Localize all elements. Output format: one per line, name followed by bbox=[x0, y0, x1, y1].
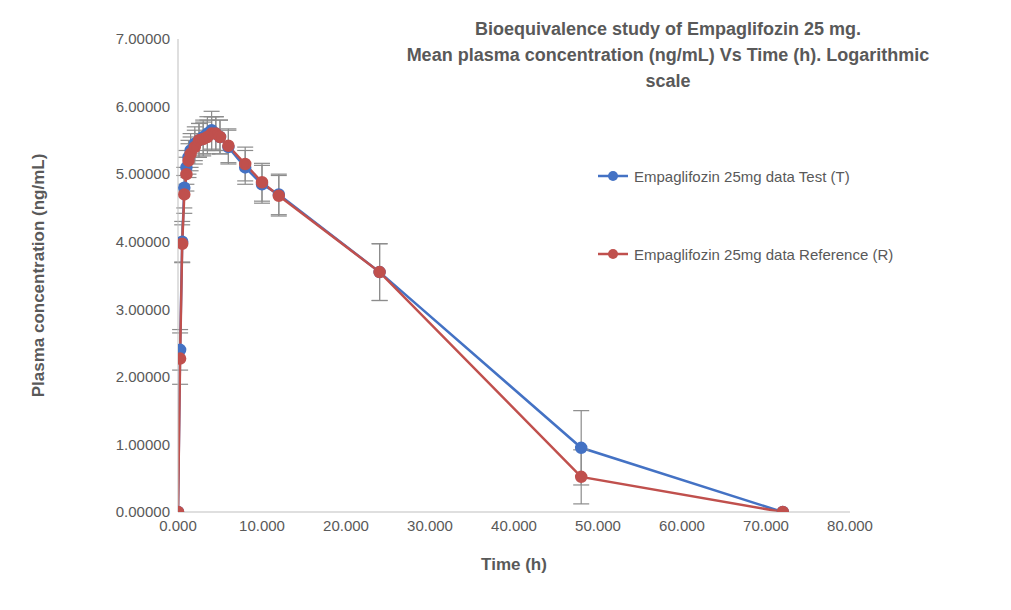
svg-text:0.00000: 0.00000 bbox=[116, 503, 170, 520]
svg-text:4.00000: 4.00000 bbox=[116, 233, 170, 250]
html-text:Empaglifozin 25mg data Referen: Empaglifozin 25mg data Reference (R) bbox=[634, 245, 894, 263]
html-text:Mean plasma concentration (ng/: Mean plasma concentration (ng/mL) Vs Tim… bbox=[406, 45, 930, 91]
html-text:Empaglifozin 25mg data Test (T: Empaglifozin 25mg data Test (T) bbox=[634, 167, 850, 185]
svg-text:7.00000: 7.00000 bbox=[116, 30, 170, 47]
svg-text:Plasma concentration (ng/mL): Plasma concentration (ng/mL) bbox=[29, 154, 48, 398]
svg-text:10.000: 10.000 bbox=[239, 517, 285, 534]
svg-text:40.000: 40.000 bbox=[491, 517, 537, 534]
svg-text:Time (h): Time (h) bbox=[481, 555, 547, 574]
svg-text:2.00000: 2.00000 bbox=[116, 368, 170, 385]
svg-text:30.000: 30.000 bbox=[407, 517, 453, 534]
svg-text:5.00000: 5.00000 bbox=[116, 165, 170, 182]
svg-text:50.000: 50.000 bbox=[575, 517, 621, 534]
svg-text:20.000: 20.000 bbox=[323, 517, 369, 534]
svg-text:1.00000: 1.00000 bbox=[116, 436, 170, 453]
svg-text:0.000: 0.000 bbox=[159, 516, 197, 534]
svg-text:6.00000: 6.00000 bbox=[116, 98, 170, 115]
svg-text:3.00000: 3.00000 bbox=[116, 301, 170, 318]
svg-text:60.000: 60.000 bbox=[659, 517, 705, 534]
html-text:Bioequivalence study of Empagl: Bioequivalence study of Empaglifozin 25 … bbox=[475, 19, 861, 39]
svg-text:70.000: 70.000 bbox=[743, 517, 789, 534]
svg-text:80.000: 80.000 bbox=[827, 517, 873, 534]
